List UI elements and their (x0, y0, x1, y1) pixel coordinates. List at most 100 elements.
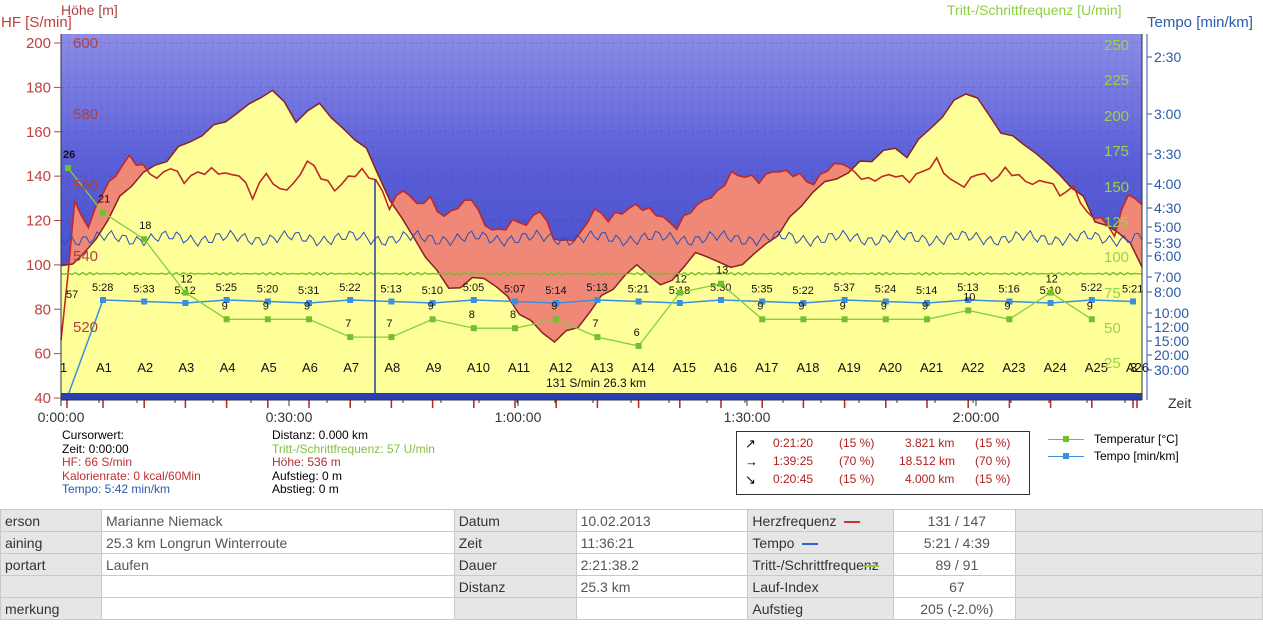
lap-label[interactable]: A15 (673, 360, 696, 375)
lap-label[interactable]: A4 (220, 360, 236, 375)
lap-label[interactable]: A14 (632, 360, 655, 375)
lap-tempo-point[interactable] (800, 300, 807, 306)
lap-tempo-label: 5:20 (257, 284, 278, 296)
lap-temperature-label: 9 (263, 300, 269, 312)
lap-label[interactable]: A7 (343, 360, 359, 375)
training-chart[interactable]: 5:285:335:125:255:205:315:225:135:105:05… (0, 0, 1263, 430)
lap-temperature-label: 8 (469, 309, 475, 321)
lap-label[interactable]: 1 (60, 360, 67, 375)
lap-label[interactable]: A17 (755, 360, 778, 375)
lap-tempo-label: 5:22 (339, 282, 360, 294)
lap-tempo-point[interactable] (924, 300, 930, 306)
lap-label[interactable]: A5 (261, 360, 277, 375)
lap-temperature-point[interactable] (182, 289, 189, 296)
lap-label[interactable]: A8 (384, 360, 400, 375)
tempo-tick-label: 30:00 (1154, 362, 1189, 378)
hoehe-tick-label: 560 (73, 177, 98, 194)
lap-tempo-point[interactable] (718, 297, 724, 303)
lap-tempo-point[interactable] (1006, 298, 1013, 305)
lap-tempo-point[interactable] (841, 297, 848, 303)
lap-temperature-point[interactable] (1088, 316, 1095, 323)
lap-temperature-point[interactable] (759, 316, 766, 323)
lap-temperature-point[interactable] (1047, 289, 1054, 296)
lap-label[interactable]: A3 (178, 360, 194, 375)
lap-label[interactable]: A22 (961, 360, 984, 375)
lap-label[interactable]: A9 (426, 360, 442, 375)
lap-label[interactable]: A6 (302, 360, 318, 375)
lap-temperature-point[interactable] (718, 280, 724, 287)
lap-tempo-point[interactable] (635, 298, 642, 305)
lap-temperature-point[interactable] (965, 307, 972, 314)
hf-tick-label: 100 (26, 257, 51, 274)
lap-label[interactable]: A2 (137, 360, 153, 375)
lap-temperature-label: 10 (963, 291, 975, 303)
lap-label[interactable]: A21 (920, 360, 943, 375)
lap-tempo-point[interactable] (1088, 297, 1095, 303)
hf-tick-label: 120 (26, 213, 51, 230)
lap-tempo-point[interactable] (1047, 300, 1054, 306)
lap-tempo-point[interactable] (141, 298, 148, 305)
lap-temperature-point[interactable] (264, 316, 271, 323)
lap-temperature-point[interactable] (676, 289, 683, 296)
lap-temperature-point[interactable] (800, 316, 807, 323)
lap-temperature-point[interactable] (429, 316, 436, 323)
lap-tempo-point[interactable] (264, 298, 271, 305)
tempo-tick-label: 20:00 (1154, 347, 1189, 363)
lap-temperature-point[interactable] (635, 343, 642, 349)
lap-label[interactable]: A16 (714, 360, 737, 375)
summary-row-down: ↘ 0:20:45 (15 %) 4.000 km (15 %) (745, 472, 1011, 487)
lap-temperature-point[interactable] (65, 165, 71, 171)
lap-temperature-point[interactable] (306, 316, 312, 323)
lap-tempo-point[interactable] (470, 297, 477, 303)
lap-label[interactable]: A25 (1085, 360, 1108, 375)
lap-temperature-point[interactable] (512, 325, 518, 332)
lap-temperature-point[interactable] (223, 316, 230, 323)
tempo-tick-label: 5:00 (1154, 219, 1181, 235)
lap-temperature-point[interactable] (141, 236, 148, 243)
lap-label[interactable]: A18 (796, 360, 819, 375)
tempo-tick-label: 12:00 (1154, 319, 1189, 335)
lap-temperature-point[interactable] (882, 316, 889, 323)
lap-tempo-point[interactable] (882, 298, 889, 305)
lap-temperature-point[interactable] (553, 316, 560, 323)
lap-temperature-point[interactable] (1006, 316, 1013, 323)
hoehe-tick-label: 540 (73, 248, 98, 265)
lap-tempo-point[interactable] (759, 298, 766, 305)
time-tick-label: 0:30:00 (266, 409, 313, 425)
lap-tempo-point[interactable] (223, 297, 230, 303)
lap-label[interactable]: A1 (96, 360, 112, 375)
lap-tempo-point[interactable] (100, 297, 106, 303)
lap-temperature-point[interactable] (470, 325, 477, 332)
lap-temperature-point[interactable] (594, 334, 601, 341)
lap-tempo-point[interactable] (1130, 298, 1136, 305)
lap-temperature-point[interactable] (924, 316, 930, 323)
lap-label[interactable]: A10 (467, 360, 490, 375)
lap-label[interactable]: A23 (1002, 360, 1025, 375)
elevation-area (61, 90, 1142, 401)
lap-tempo-point[interactable] (347, 297, 354, 303)
lap-label[interactable]: 3 (1130, 360, 1137, 375)
lap-label[interactable]: A13 (590, 360, 613, 375)
lap-tempo-point[interactable] (676, 300, 683, 306)
lap-tempo-point[interactable] (388, 298, 395, 305)
lap-tempo-point[interactable] (429, 300, 436, 306)
lap-temperature-point[interactable] (841, 316, 848, 323)
lap-label[interactable]: A26 (1126, 360, 1149, 375)
time-tick-label: 2:00:00 (953, 409, 1000, 425)
lap-tempo-point[interactable] (965, 297, 972, 303)
lap-tempo-point[interactable] (182, 300, 189, 306)
lap-tempo-point[interactable] (594, 297, 601, 303)
lap-label[interactable]: A19 (838, 360, 861, 375)
lap-tempo-point[interactable] (553, 300, 560, 306)
lap-label[interactable]: A24 (1044, 360, 1067, 375)
lap-tempo-label: 5:24 (875, 284, 896, 296)
lap-temperature-point[interactable] (100, 209, 106, 216)
lap-tempo-point[interactable] (512, 298, 518, 305)
lap-tempo-point[interactable] (306, 300, 312, 306)
lap-temperature-point[interactable] (388, 334, 395, 341)
lap-label[interactable]: A11 (508, 360, 530, 375)
lap-label[interactable]: A12 (549, 360, 572, 375)
lap-temperature-point[interactable] (347, 334, 354, 341)
lap-label[interactable]: A20 (879, 360, 902, 375)
lap-markers: 1 A1 A2 A3 A4 A5 A6 A7 A8 A9 A10 A11 A12 A13 A14 A15 A16… (60, 360, 1149, 408)
